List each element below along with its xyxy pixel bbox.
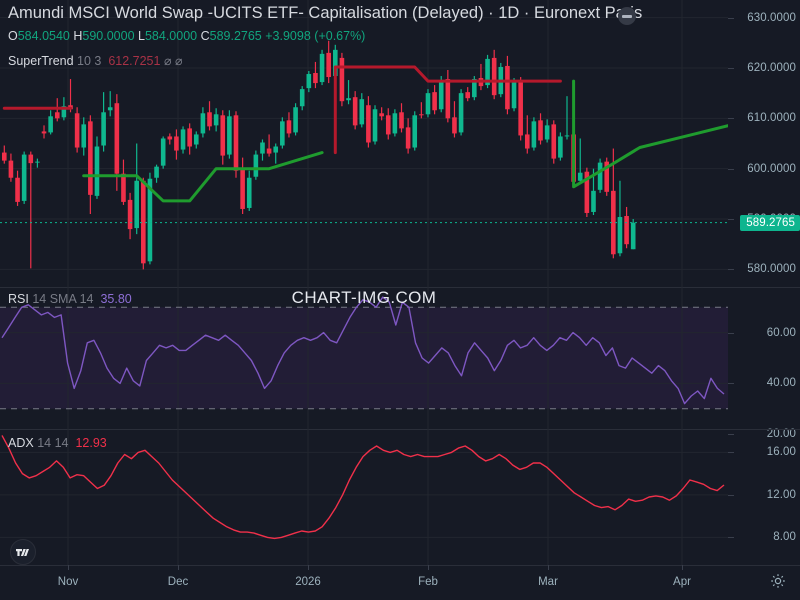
rsi-pane: 60.00 40.00 20.00	[0, 287, 800, 440]
minimize-icon[interactable]	[618, 7, 636, 25]
time-axis-tick: Dec	[167, 576, 189, 588]
rsi-axis-tick: 40.00	[766, 377, 796, 390]
rsi-axis[interactable]: 60.00 40.00 20.00	[728, 287, 800, 440]
time-axis-tick: Apr	[673, 576, 691, 588]
adx-axis-tick: 12.00	[766, 488, 796, 501]
time-axis-tick: 2026	[295, 576, 321, 588]
tradingview-logo-icon	[10, 539, 36, 565]
time-axis-tick: Feb	[418, 576, 438, 588]
adx-axis-tick: 8.00	[773, 531, 796, 544]
rsi-plot[interactable]	[0, 287, 728, 429]
time-axis[interactable]: Nov Dec 2026 Feb Mar Apr	[0, 565, 800, 600]
rsi-axis-tick: 60.00	[766, 326, 796, 339]
adx-axis[interactable]: 16.00 12.00 8.00	[728, 429, 800, 565]
price-axis-tick: 600.0000	[747, 162, 796, 175]
adx-axis-tick: 16.00	[766, 446, 796, 459]
time-axis-tick: Nov	[57, 576, 79, 588]
price-pane: 630.0000620.0000610.0000600.0000590.0000…	[0, 0, 800, 287]
price-axis-tick: 620.0000	[747, 61, 796, 74]
rsi-axis-tick: 20.00	[766, 428, 796, 441]
current-price-badge: 589.2765	[740, 214, 800, 231]
time-axis-tick: Mar	[538, 576, 558, 588]
page-title: Amundi MSCI World Swap -UCITS ETF- Capit…	[8, 4, 643, 22]
price-plot[interactable]	[0, 0, 728, 287]
price-axis-tick: 610.0000	[747, 112, 796, 125]
price-axis-tick: 580.0000	[747, 263, 796, 276]
price-axis[interactable]: 630.0000620.0000610.0000600.0000590.0000…	[728, 0, 800, 287]
adx-plot[interactable]	[0, 429, 728, 565]
gear-icon[interactable]	[770, 573, 786, 589]
adx-pane: 16.00 12.00 8.00	[0, 429, 800, 565]
price-axis-tick: 630.0000	[747, 11, 796, 24]
